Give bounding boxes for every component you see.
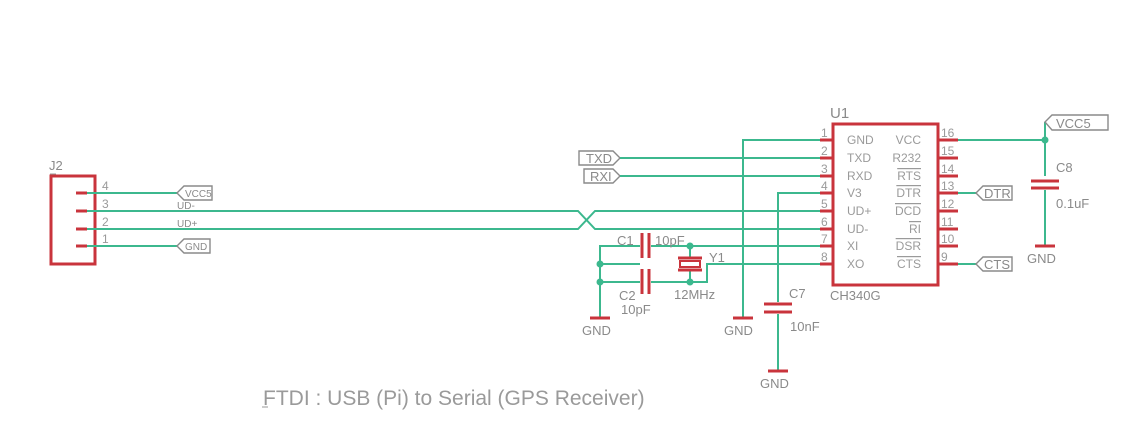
- u1-pin-num-6: 6: [821, 215, 828, 229]
- capacitor-c8: C8 0.1uF: [1031, 160, 1089, 211]
- j2-ref-label: J2: [49, 158, 63, 173]
- u1-right-stubs: [938, 138, 958, 266]
- junction-gnd-low: [596, 278, 604, 286]
- u1-pin-num-1: 1: [821, 126, 828, 140]
- net-tag-vcc5-j2: VCC5: [176, 185, 213, 201]
- c7-ref-label: C7: [789, 286, 806, 301]
- gnd-label-c8: GND: [1027, 251, 1056, 266]
- c2-value-label: 10pF: [621, 302, 651, 317]
- j2-pin-num-1: 1: [102, 232, 109, 246]
- u1-pin-num-13: 13: [941, 179, 955, 193]
- ic-u1: U1 CH340G 1 2 3 4 5 6: [820, 105, 958, 303]
- u1-ref-label: U1: [830, 105, 849, 122]
- c1-value-label: 10pF: [655, 233, 685, 248]
- junction-xo: [686, 278, 694, 286]
- junction-gnd-mid: [596, 260, 604, 268]
- c8-ref-label: C8: [1056, 160, 1073, 175]
- u1-pin-name-rts: RTS: [897, 169, 921, 183]
- net-tag-gnd-text: GND: [185, 242, 207, 253]
- junction-vcc: [1041, 136, 1049, 144]
- net-tag-gnd-j2: GND: [176, 238, 211, 254]
- port-rxd-text: RXI: [590, 169, 612, 184]
- j2-body: [49, 174, 97, 266]
- j2-pin-num-4: 4: [102, 179, 109, 193]
- u1-pin-name-cts: CTS: [897, 257, 921, 271]
- u1-pin-num-12: 12: [941, 197, 955, 211]
- port-vcc5: VCC5: [1044, 114, 1109, 131]
- c1-ref-label: C1: [617, 233, 634, 248]
- u1-pin-num-2: 2: [821, 144, 828, 158]
- u1-pin-name-ud-minus: UD-: [847, 222, 868, 236]
- net-tag-vcc5-text: VCC5: [185, 189, 212, 200]
- u1-pin-num-7: 7: [821, 232, 828, 246]
- c2-ref-label: C2: [619, 288, 636, 303]
- wire-c1-left: [599, 245, 640, 318]
- y1-ref-label: Y1: [709, 250, 725, 265]
- u1-left-stubs: [820, 138, 833, 266]
- wire-vcc: [958, 139, 1046, 176]
- wire-xo: [690, 263, 820, 283]
- u1-pin-name-txd: TXD: [847, 151, 871, 165]
- gnd-label-u1: GND: [724, 323, 753, 338]
- port-cts: CTS: [975, 256, 1013, 272]
- c8-value-label: 0.1uF: [1056, 196, 1089, 211]
- u1-pin-num-15: 15: [941, 144, 955, 158]
- u1-pin-name-v3: V3: [847, 186, 862, 200]
- u1-pin-name-rxd: RXD: [847, 169, 873, 183]
- u1-pin-name-xo: XO: [847, 257, 864, 271]
- crystal-y1: Y1 12MHz: [674, 250, 725, 302]
- u1-pin-num-3: 3: [821, 162, 828, 176]
- capacitor-c2: C2 10pF: [619, 269, 651, 317]
- u1-pin-num-11: 11: [941, 215, 954, 229]
- net-label-ud-plus: UD+: [177, 219, 197, 230]
- j2-pin-num-2: 2: [102, 215, 109, 229]
- u1-pin-num-4: 4: [821, 179, 828, 193]
- junction-xi: [686, 242, 694, 250]
- u1-body: [831, 122, 940, 287]
- capacitor-c7: C7 10nF: [764, 286, 820, 334]
- u1-pin-name-r232: R232: [892, 151, 921, 165]
- net-label-ud-minus: UD-: [177, 201, 195, 212]
- y1-value-label: 12MHz: [674, 287, 715, 302]
- gnd-label-c7: GND: [760, 376, 789, 391]
- port-dtr-text: DTR: [984, 186, 1011, 201]
- schematic-title: FTDI : USB (Pi) to Serial (GPS Receiver): [263, 387, 645, 410]
- u1-pin-num-14: 14: [941, 162, 955, 176]
- wire-ud-plus: [87, 210, 820, 230]
- u1-pin-name-dcd: DCD: [895, 204, 921, 218]
- u1-pin-num-9: 9: [941, 250, 948, 264]
- u1-pin-name-gnd: GND: [847, 133, 874, 147]
- port-txd-text: TXD: [586, 151, 612, 166]
- u1-pin-num-10: 10: [941, 232, 955, 246]
- u1-pin-num-5: 5: [821, 197, 828, 211]
- port-dtr: DTR: [975, 185, 1013, 201]
- u1-pin-name-dtr: DTR: [896, 186, 921, 200]
- u1-pin-name-vcc: VCC: [896, 133, 922, 147]
- u1-pin-num-16: 16: [941, 126, 955, 140]
- port-vcc5-text: VCC5: [1056, 116, 1091, 131]
- capacitor-c1: C1 10pF: [617, 233, 685, 258]
- port-cts-text: CTS: [984, 257, 1010, 272]
- wire-v3: [777, 192, 820, 302]
- j2-pin-num-3: 3: [102, 197, 109, 211]
- connector-j2: J2 4 3 2 1: [49, 158, 109, 266]
- port-rxd: RXI: [583, 168, 621, 184]
- u1-pin-name-dsr: DSR: [896, 239, 922, 253]
- wire-u1-gnd: [742, 139, 820, 318]
- u1-pin-name-xi: XI: [847, 239, 858, 253]
- port-txd: TXD: [578, 150, 621, 166]
- gnd-label-crystal: GND: [582, 323, 611, 338]
- u1-pin-name-ud-plus: UD+: [847, 204, 871, 218]
- u1-value-label: CH340G: [830, 288, 881, 303]
- c7-value-label: 10nF: [790, 319, 820, 334]
- u1-pin-name-ri: RI: [909, 222, 921, 236]
- u1-pin-num-8: 8: [821, 250, 828, 264]
